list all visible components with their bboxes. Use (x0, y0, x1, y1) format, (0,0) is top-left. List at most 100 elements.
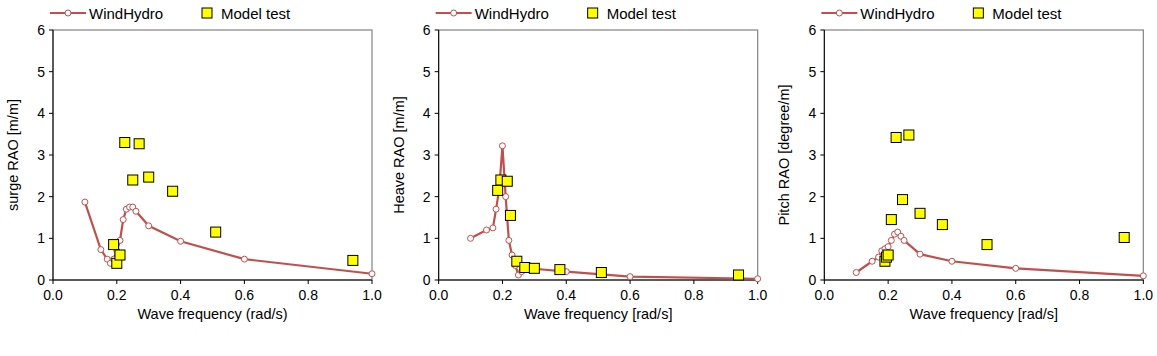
x-tick (693, 280, 694, 284)
legend-label: Model test (221, 5, 291, 22)
x-tick-label: 0.6 (1006, 287, 1026, 303)
y-tick (49, 196, 53, 197)
y-tick (435, 71, 439, 72)
y-tick (49, 155, 53, 156)
y-tick (820, 155, 824, 156)
x-tick (438, 280, 439, 284)
y-tick-label: 3 (423, 147, 431, 163)
legend-marker (973, 8, 983, 18)
y-tick-label: 0 (423, 272, 431, 288)
y-tick (435, 30, 439, 31)
y-axis-label: Pitch RAO [degree/m] (776, 84, 792, 225)
x-tick (244, 280, 245, 284)
y-tick-label: 5 (809, 64, 817, 80)
legend-entry: Model test (202, 5, 291, 22)
legend-marker (836, 10, 842, 16)
data-group (82, 138, 375, 277)
y-tick (49, 280, 53, 281)
x-tick-label: 0.4 (942, 287, 962, 303)
point (146, 223, 152, 229)
point (144, 172, 154, 182)
x-tick-label: 0.2 (493, 287, 513, 303)
x-tick (566, 280, 567, 284)
point (888, 237, 894, 243)
x-axis (824, 280, 1143, 281)
y-tick (435, 238, 439, 239)
point (555, 265, 565, 275)
point (468, 235, 474, 241)
point (982, 240, 992, 250)
x-tick (824, 280, 825, 284)
point (1140, 273, 1146, 279)
x-tick (308, 280, 309, 284)
x-axis (439, 280, 758, 281)
y-tick (820, 71, 824, 72)
figure: 01234560.00.20.40.60.81.0Wave frequency … (0, 0, 1157, 356)
point (82, 199, 88, 205)
legend-marker (451, 10, 457, 16)
y-tick (820, 238, 824, 239)
point (897, 195, 907, 205)
point (503, 194, 509, 200)
point (484, 227, 490, 233)
point (178, 238, 184, 244)
series-line (85, 202, 372, 274)
legend-label: Model test (992, 5, 1062, 22)
y-tick-label: 5 (423, 64, 431, 80)
x-tick-label: 0.8 (684, 287, 704, 303)
legend-entry: Model test (973, 5, 1062, 22)
x-tick-label: 0.2 (107, 287, 127, 303)
legend-marker (202, 8, 212, 18)
y-tick-label: 1 (37, 230, 45, 246)
y-tick-label: 1 (809, 230, 817, 246)
point (506, 237, 512, 243)
point (120, 138, 130, 148)
y-tick (435, 280, 439, 281)
y-tick (435, 113, 439, 114)
y-tick (820, 30, 824, 31)
y-tick-label: 3 (37, 147, 45, 163)
y-tick (49, 113, 53, 114)
x-tick (951, 280, 952, 284)
y-tick (820, 280, 824, 281)
x-tick (53, 280, 54, 284)
point (904, 130, 914, 140)
point (490, 225, 496, 231)
x-tick (116, 280, 117, 284)
data-group (853, 130, 1146, 279)
point (134, 139, 144, 149)
point (493, 185, 503, 195)
x-tick (630, 280, 631, 284)
panel: 01234560.00.20.40.60.81.0Wave frequency … (776, 5, 1153, 323)
point (596, 268, 606, 278)
point (115, 250, 125, 260)
y-tick-label: 1 (423, 230, 431, 246)
point (627, 274, 633, 280)
point (128, 175, 138, 185)
y-tick-label: 0 (809, 272, 817, 288)
point (734, 270, 744, 280)
x-tick-label: 0.8 (1070, 287, 1090, 303)
y-tick-label: 0 (37, 272, 45, 288)
plot-frame (824, 30, 1143, 280)
x-tick (1079, 280, 1080, 284)
y-axis-label: surge RAO [m/m] (5, 99, 21, 211)
y-tick (49, 238, 53, 239)
legend-marker (65, 10, 71, 16)
legend-marker (588, 8, 598, 18)
x-axis (53, 280, 372, 281)
x-tick-label: 0.0 (815, 287, 835, 303)
point (520, 263, 530, 273)
legend-label: Model test (607, 5, 677, 22)
legend-label: WindHydro (89, 5, 163, 22)
point (853, 270, 859, 276)
legend-entry: WindHydro (50, 5, 163, 22)
x-tick-label: 0.0 (429, 287, 449, 303)
point (1013, 265, 1019, 271)
x-axis-label: Wave frequency [rad/s] (910, 306, 1059, 322)
point (885, 244, 891, 250)
legend-label: WindHydro (475, 5, 549, 22)
y-tick-label: 4 (809, 105, 817, 121)
point (901, 237, 907, 243)
x-tick-label: 0.8 (298, 287, 318, 303)
